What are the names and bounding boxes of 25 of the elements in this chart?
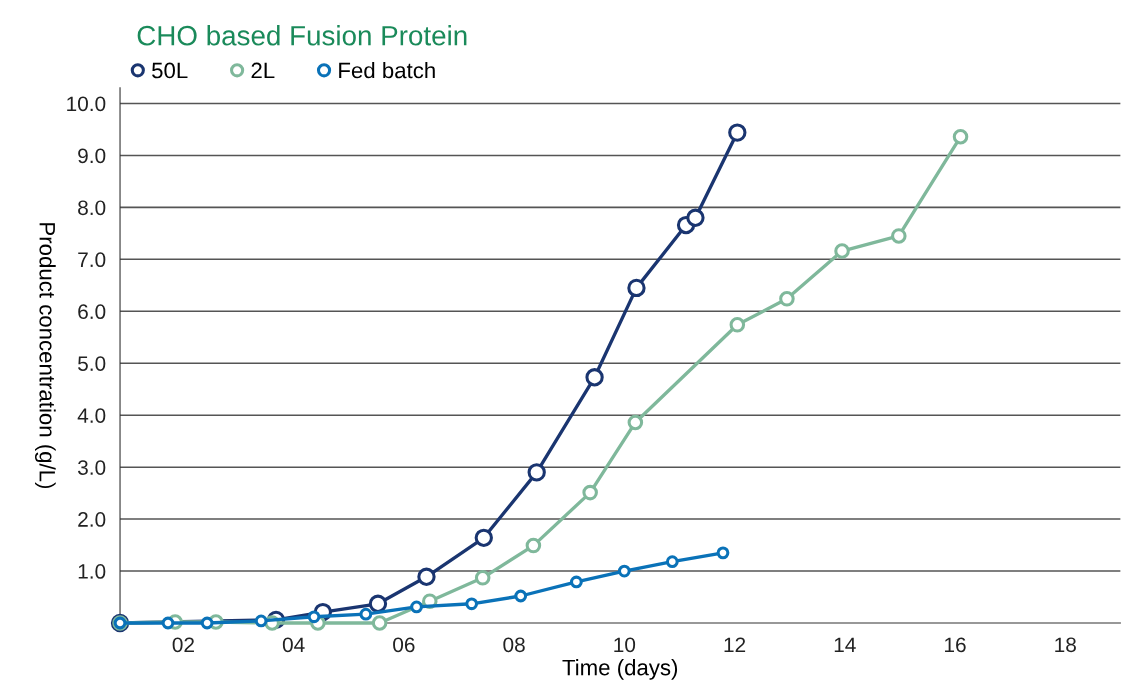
y-tick-label: 6.0 — [78, 304, 106, 320]
legend-label: 50L — [152, 62, 188, 79]
y-tick-label: 8.0 — [78, 200, 106, 216]
y-tick-label: 10.0 — [67, 96, 106, 112]
y-tick-label: 9.0 — [78, 148, 106, 164]
x-tick-label: 18 — [1055, 637, 1076, 653]
legend-label: Fed batch — [339, 61, 435, 79]
legend-label: 2L — [251, 62, 275, 79]
x-tick-label: 04 — [282, 637, 305, 653]
y-axis-title: Product concentration (g/L) — [35, 223, 56, 489]
x-axis-title: Time (days) — [562, 659, 678, 680]
y-tick-label: 2.0 — [78, 512, 106, 527]
x-tick-label: 12 — [724, 637, 746, 652]
x-tick-label: 08 — [503, 637, 525, 653]
x-tick-label: 02 — [172, 637, 194, 653]
y-tick-label: 5.0 — [78, 356, 106, 371]
x-tick-label: 06 — [393, 637, 415, 653]
y-tick-label: 4.0 — [77, 408, 106, 423]
y-tick-label: 7.0 — [78, 252, 106, 268]
chart-title: CHO based Fusion Protein — [137, 25, 467, 46]
x-tick-label: 16 — [945, 637, 966, 653]
y-tick-label: 3.0 — [77, 460, 106, 475]
x-tick-label: 10 — [614, 637, 636, 653]
x-tick-label: 14 — [834, 637, 856, 652]
y-tick-label: 1.0 — [78, 564, 106, 579]
